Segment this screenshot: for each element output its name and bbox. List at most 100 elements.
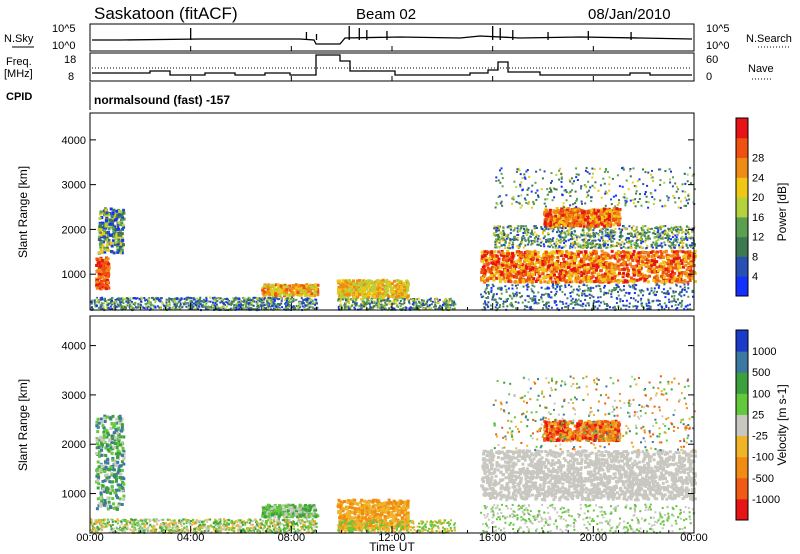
radar-echo xyxy=(221,300,224,303)
radar-echo xyxy=(559,233,562,236)
radar-echo xyxy=(395,279,399,283)
radar-echo xyxy=(575,268,579,272)
radar-echo xyxy=(417,300,420,303)
radar-echo xyxy=(563,236,566,239)
radar-echo xyxy=(169,298,172,301)
radar-echo xyxy=(633,265,637,269)
radar-echo xyxy=(388,281,392,285)
radar-echo xyxy=(592,245,595,248)
radar-echo xyxy=(525,230,528,233)
radar-echo xyxy=(297,293,301,297)
radar-echo xyxy=(676,264,680,268)
radar-echo xyxy=(402,283,406,287)
radar-echo xyxy=(105,236,109,240)
radar-echo xyxy=(516,265,520,268)
radar-echo xyxy=(253,296,255,299)
radar-echo xyxy=(516,280,520,284)
radar-echo xyxy=(689,256,693,259)
radar-echo xyxy=(611,268,614,272)
radar-echo xyxy=(574,246,577,249)
radar-echo xyxy=(117,215,121,219)
radar-echo xyxy=(522,232,525,234)
radar-echo xyxy=(483,254,487,257)
radar-echo xyxy=(621,257,624,261)
radar-echo xyxy=(422,307,425,310)
radar-echo xyxy=(245,300,248,303)
radar-echo xyxy=(271,304,274,307)
radar-echo xyxy=(624,228,627,230)
radar-echo xyxy=(130,305,133,308)
radar-echo xyxy=(652,232,655,235)
radar-echo xyxy=(299,306,301,309)
radar-echo xyxy=(530,260,534,264)
radar-echo xyxy=(393,302,396,305)
radar-echo xyxy=(684,263,688,267)
radar-echo xyxy=(560,269,564,273)
radar-echo xyxy=(617,254,621,258)
radar-echo xyxy=(150,303,153,306)
radar-echo xyxy=(639,268,643,272)
radar-echo xyxy=(523,230,526,233)
radar-echo xyxy=(582,246,584,249)
radar-echo xyxy=(183,297,186,300)
radar-echo xyxy=(599,269,603,273)
radar-echo xyxy=(562,260,566,264)
radar-echo xyxy=(285,303,288,306)
radar-echo xyxy=(359,308,362,311)
radar-echo xyxy=(504,241,507,244)
radar-echo xyxy=(490,251,494,255)
radar-echo xyxy=(304,293,308,297)
radar-echo xyxy=(374,303,377,306)
radar-echo xyxy=(401,308,403,311)
radar-echo xyxy=(493,225,496,228)
radar-echo xyxy=(143,297,146,299)
radar-echo xyxy=(381,278,385,282)
radar-echo xyxy=(159,300,162,303)
radar-echo xyxy=(347,293,351,297)
radar-echo xyxy=(308,302,311,305)
radar-echo xyxy=(142,306,145,309)
radar-echo xyxy=(114,211,118,215)
radar-echo xyxy=(657,233,660,236)
radar-echo xyxy=(647,251,651,255)
radar-echo xyxy=(434,301,437,304)
radar-echo xyxy=(339,283,343,287)
radar-echo xyxy=(496,234,499,237)
radar-echo xyxy=(399,286,403,289)
radar-echo xyxy=(167,304,170,307)
radar-echo xyxy=(681,244,684,247)
radar-echo xyxy=(370,286,374,290)
radar-echo xyxy=(577,242,580,245)
radar-echo xyxy=(282,285,286,289)
radar-echo xyxy=(273,300,276,303)
radar-echo xyxy=(238,300,241,303)
radar-echo xyxy=(305,304,308,307)
radar-echo xyxy=(233,307,235,310)
radar-echo xyxy=(192,305,195,308)
radar-echo xyxy=(558,252,562,256)
radar-echo xyxy=(579,246,582,249)
radar-echo xyxy=(539,245,542,247)
radar-echo xyxy=(411,299,414,301)
radar-echo xyxy=(506,246,509,249)
radar-echo xyxy=(354,288,358,292)
radar-echo xyxy=(603,227,606,229)
radar-echo xyxy=(437,299,440,302)
radar-echo xyxy=(675,230,678,233)
radar-echo xyxy=(498,227,501,229)
radar-echo xyxy=(639,238,642,241)
radar-echo xyxy=(549,238,552,241)
radar-echo xyxy=(624,279,628,283)
radar-echo xyxy=(313,291,317,295)
radar-echo xyxy=(307,305,310,308)
radar-echo xyxy=(602,239,605,242)
radar-echo xyxy=(498,266,502,270)
radar-echo xyxy=(352,301,355,304)
radar-echo xyxy=(191,307,194,310)
radar-echo xyxy=(111,307,114,310)
radar-echo xyxy=(554,261,558,265)
radar-echo xyxy=(641,263,645,266)
radar-echo xyxy=(347,299,350,302)
radar-echo xyxy=(630,243,633,246)
radar-echo xyxy=(139,303,142,306)
